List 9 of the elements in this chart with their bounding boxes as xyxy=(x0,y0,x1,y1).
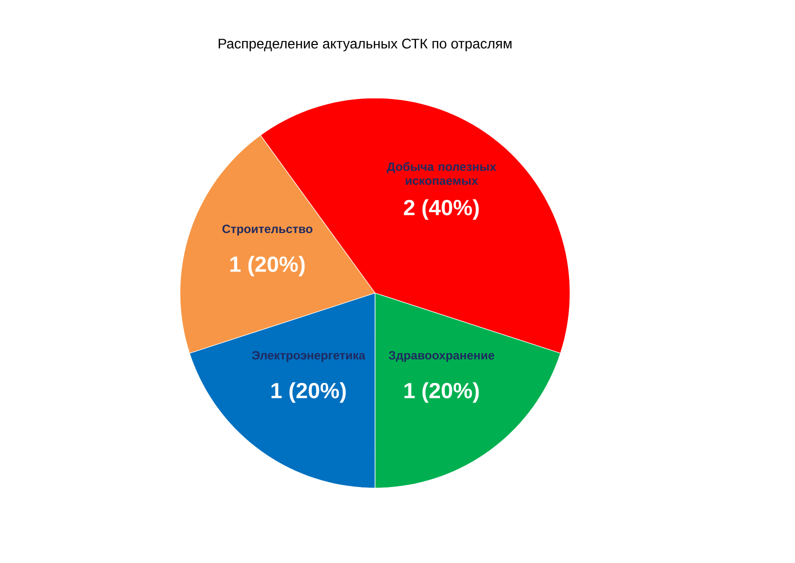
data-label: 1 (20%) xyxy=(272,382,346,403)
data-label: 2 (40%) xyxy=(404,199,479,220)
chart-title: Распределение актуальных СТК по отраслям xyxy=(218,38,512,52)
data-label: 1 (20%) xyxy=(230,256,305,276)
data-label: 1 (20%) xyxy=(404,382,479,403)
slice-label: Строительство xyxy=(222,224,312,236)
slice-label: Здравоохранение xyxy=(388,351,494,362)
slice-label: Добыча полезных ископаемых xyxy=(386,162,496,185)
slice-label: Электроэнергетика xyxy=(252,351,366,362)
